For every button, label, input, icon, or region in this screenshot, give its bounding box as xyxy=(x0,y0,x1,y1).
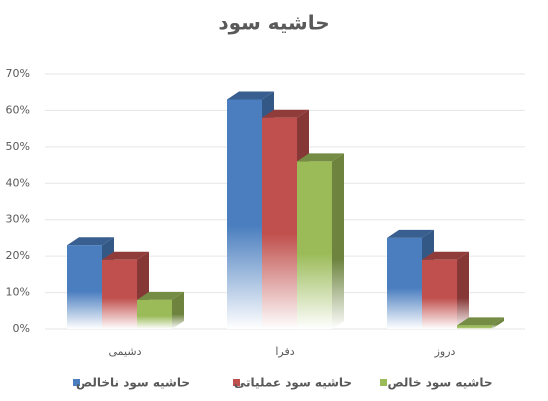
y-tick-label: 30% xyxy=(6,213,30,226)
bar xyxy=(137,299,172,329)
y-tick-label: 70% xyxy=(6,67,30,80)
x-tick-label: دفرا xyxy=(275,345,294,358)
y-tick-label: 0% xyxy=(13,322,30,335)
legend-swatch xyxy=(233,379,240,386)
bar xyxy=(262,117,297,329)
bar xyxy=(422,259,457,329)
bar-side xyxy=(457,251,469,329)
y-tick-label: 50% xyxy=(6,140,30,153)
y-tick-label: 60% xyxy=(6,103,30,116)
y-tick-label: 20% xyxy=(6,249,30,262)
bar-top xyxy=(297,153,344,162)
legend-label: حاشیه سود عملیاتی xyxy=(234,376,352,391)
bar xyxy=(297,161,332,329)
x-tick-label: دشیمی xyxy=(109,345,142,358)
bar-top xyxy=(67,237,114,246)
y-tick-label: 40% xyxy=(6,176,30,189)
bar xyxy=(387,237,422,329)
bar-top xyxy=(227,91,274,100)
bar xyxy=(227,99,262,329)
x-tick-label: دروز xyxy=(434,345,456,358)
chart-title: حاشیه سود xyxy=(218,11,329,35)
bar xyxy=(102,259,137,329)
bar-side xyxy=(172,291,184,329)
bar-top xyxy=(262,109,309,118)
bar-side xyxy=(332,153,344,329)
legend-label: حاشیه سود ناخالص xyxy=(76,376,190,391)
legend-label: حاشیه سود خالص xyxy=(388,376,493,391)
bar-top xyxy=(457,317,504,326)
bar-top xyxy=(137,291,184,300)
y-tick-label: 10% xyxy=(6,286,30,299)
bar-side xyxy=(492,317,504,329)
bar-top xyxy=(102,251,149,260)
bar xyxy=(457,325,492,329)
bar-top xyxy=(387,229,434,238)
legend-swatch xyxy=(380,379,387,386)
bar xyxy=(67,245,102,329)
legend-swatch xyxy=(73,379,80,386)
bar-top xyxy=(422,251,469,260)
